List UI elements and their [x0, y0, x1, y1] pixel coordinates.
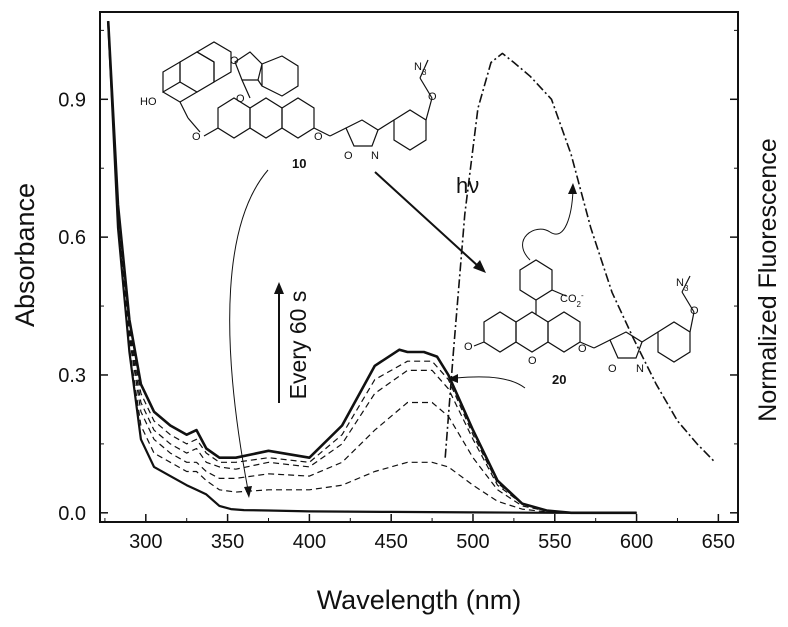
y-axis-title: Absorbance — [10, 183, 40, 327]
x-tick-label: 550 — [538, 531, 571, 553]
x-tick-label: 450 — [375, 531, 408, 553]
series-line-7 — [444, 52, 716, 463]
y-tick-label: 0.0 — [58, 503, 86, 525]
light-label: hν — [456, 173, 479, 198]
time-arrow — [274, 282, 284, 403]
x-tick-label: 650 — [702, 531, 735, 553]
curved-arrow-to-baseline — [229, 169, 269, 498]
compound-20-aryl-o: O — [690, 305, 699, 317]
compound-20-quinone-o: O — [464, 341, 473, 353]
compound-10-ether-o-left: O — [192, 131, 201, 143]
compound-20-isox-o: O — [608, 363, 617, 375]
curved-arrow-to-peak — [448, 374, 526, 389]
series-layer — [106, 21, 716, 515]
curved-arrow-to-fluorescence — [522, 183, 577, 261]
photolysis-arrow — [374, 171, 486, 273]
compound-20-structure — [473, 259, 695, 363]
x-tick-label: 400 — [293, 531, 326, 553]
series-line-3 — [107, 21, 637, 514]
x-axis-title: Wavelength (nm) — [317, 585, 522, 615]
series-line-2 — [107, 21, 637, 514]
compound-20-label: 20 — [552, 372, 566, 387]
compound-10-ether-o-right: O — [314, 131, 323, 143]
compound-10-isox-o: O — [344, 150, 353, 162]
compound-20-xanthene-o: O — [528, 355, 537, 367]
compound-10-carbonyl-o: O — [230, 55, 239, 67]
series-line-4 — [107, 21, 637, 514]
time-label: Every 60 s — [285, 291, 311, 400]
series-line-5 — [107, 21, 637, 514]
series-line-1 — [107, 21, 637, 514]
compound-10-ring-o: O — [236, 93, 245, 105]
x-tick-label: 600 — [620, 531, 653, 553]
compound-10-label: 10 — [292, 156, 306, 171]
x-tick-label: 350 — [211, 531, 244, 553]
x-tick-label: 300 — [129, 531, 162, 553]
x-tick-label: 500 — [456, 531, 489, 553]
compound-10-azide: N3 — [414, 61, 427, 77]
compound-10-isox-n: N — [371, 150, 379, 162]
compound-10-aryl-o: O — [428, 91, 437, 103]
compound-10-hydroxyl: HO — [140, 96, 157, 108]
y-tick-label: 0.9 — [58, 89, 86, 111]
plot-frame — [99, 11, 739, 523]
y-tick-label: 0.6 — [58, 227, 86, 249]
tick-layer: 300 350 400 450 500 550 600 650 0.0 0.3 0.6 0.9 — [58, 29, 738, 553]
compound-20-ether-o: O — [578, 343, 587, 355]
y-tick-label: 0.3 — [58, 365, 86, 387]
y2-axis-title: Normalized Fluorescence — [754, 138, 782, 421]
series-line-6 — [106, 21, 637, 515]
compound-20-isox-n: N — [636, 363, 644, 375]
compound-10-structure — [162, 41, 433, 151]
compound-20-carboxylate: CO2- — [560, 291, 584, 309]
